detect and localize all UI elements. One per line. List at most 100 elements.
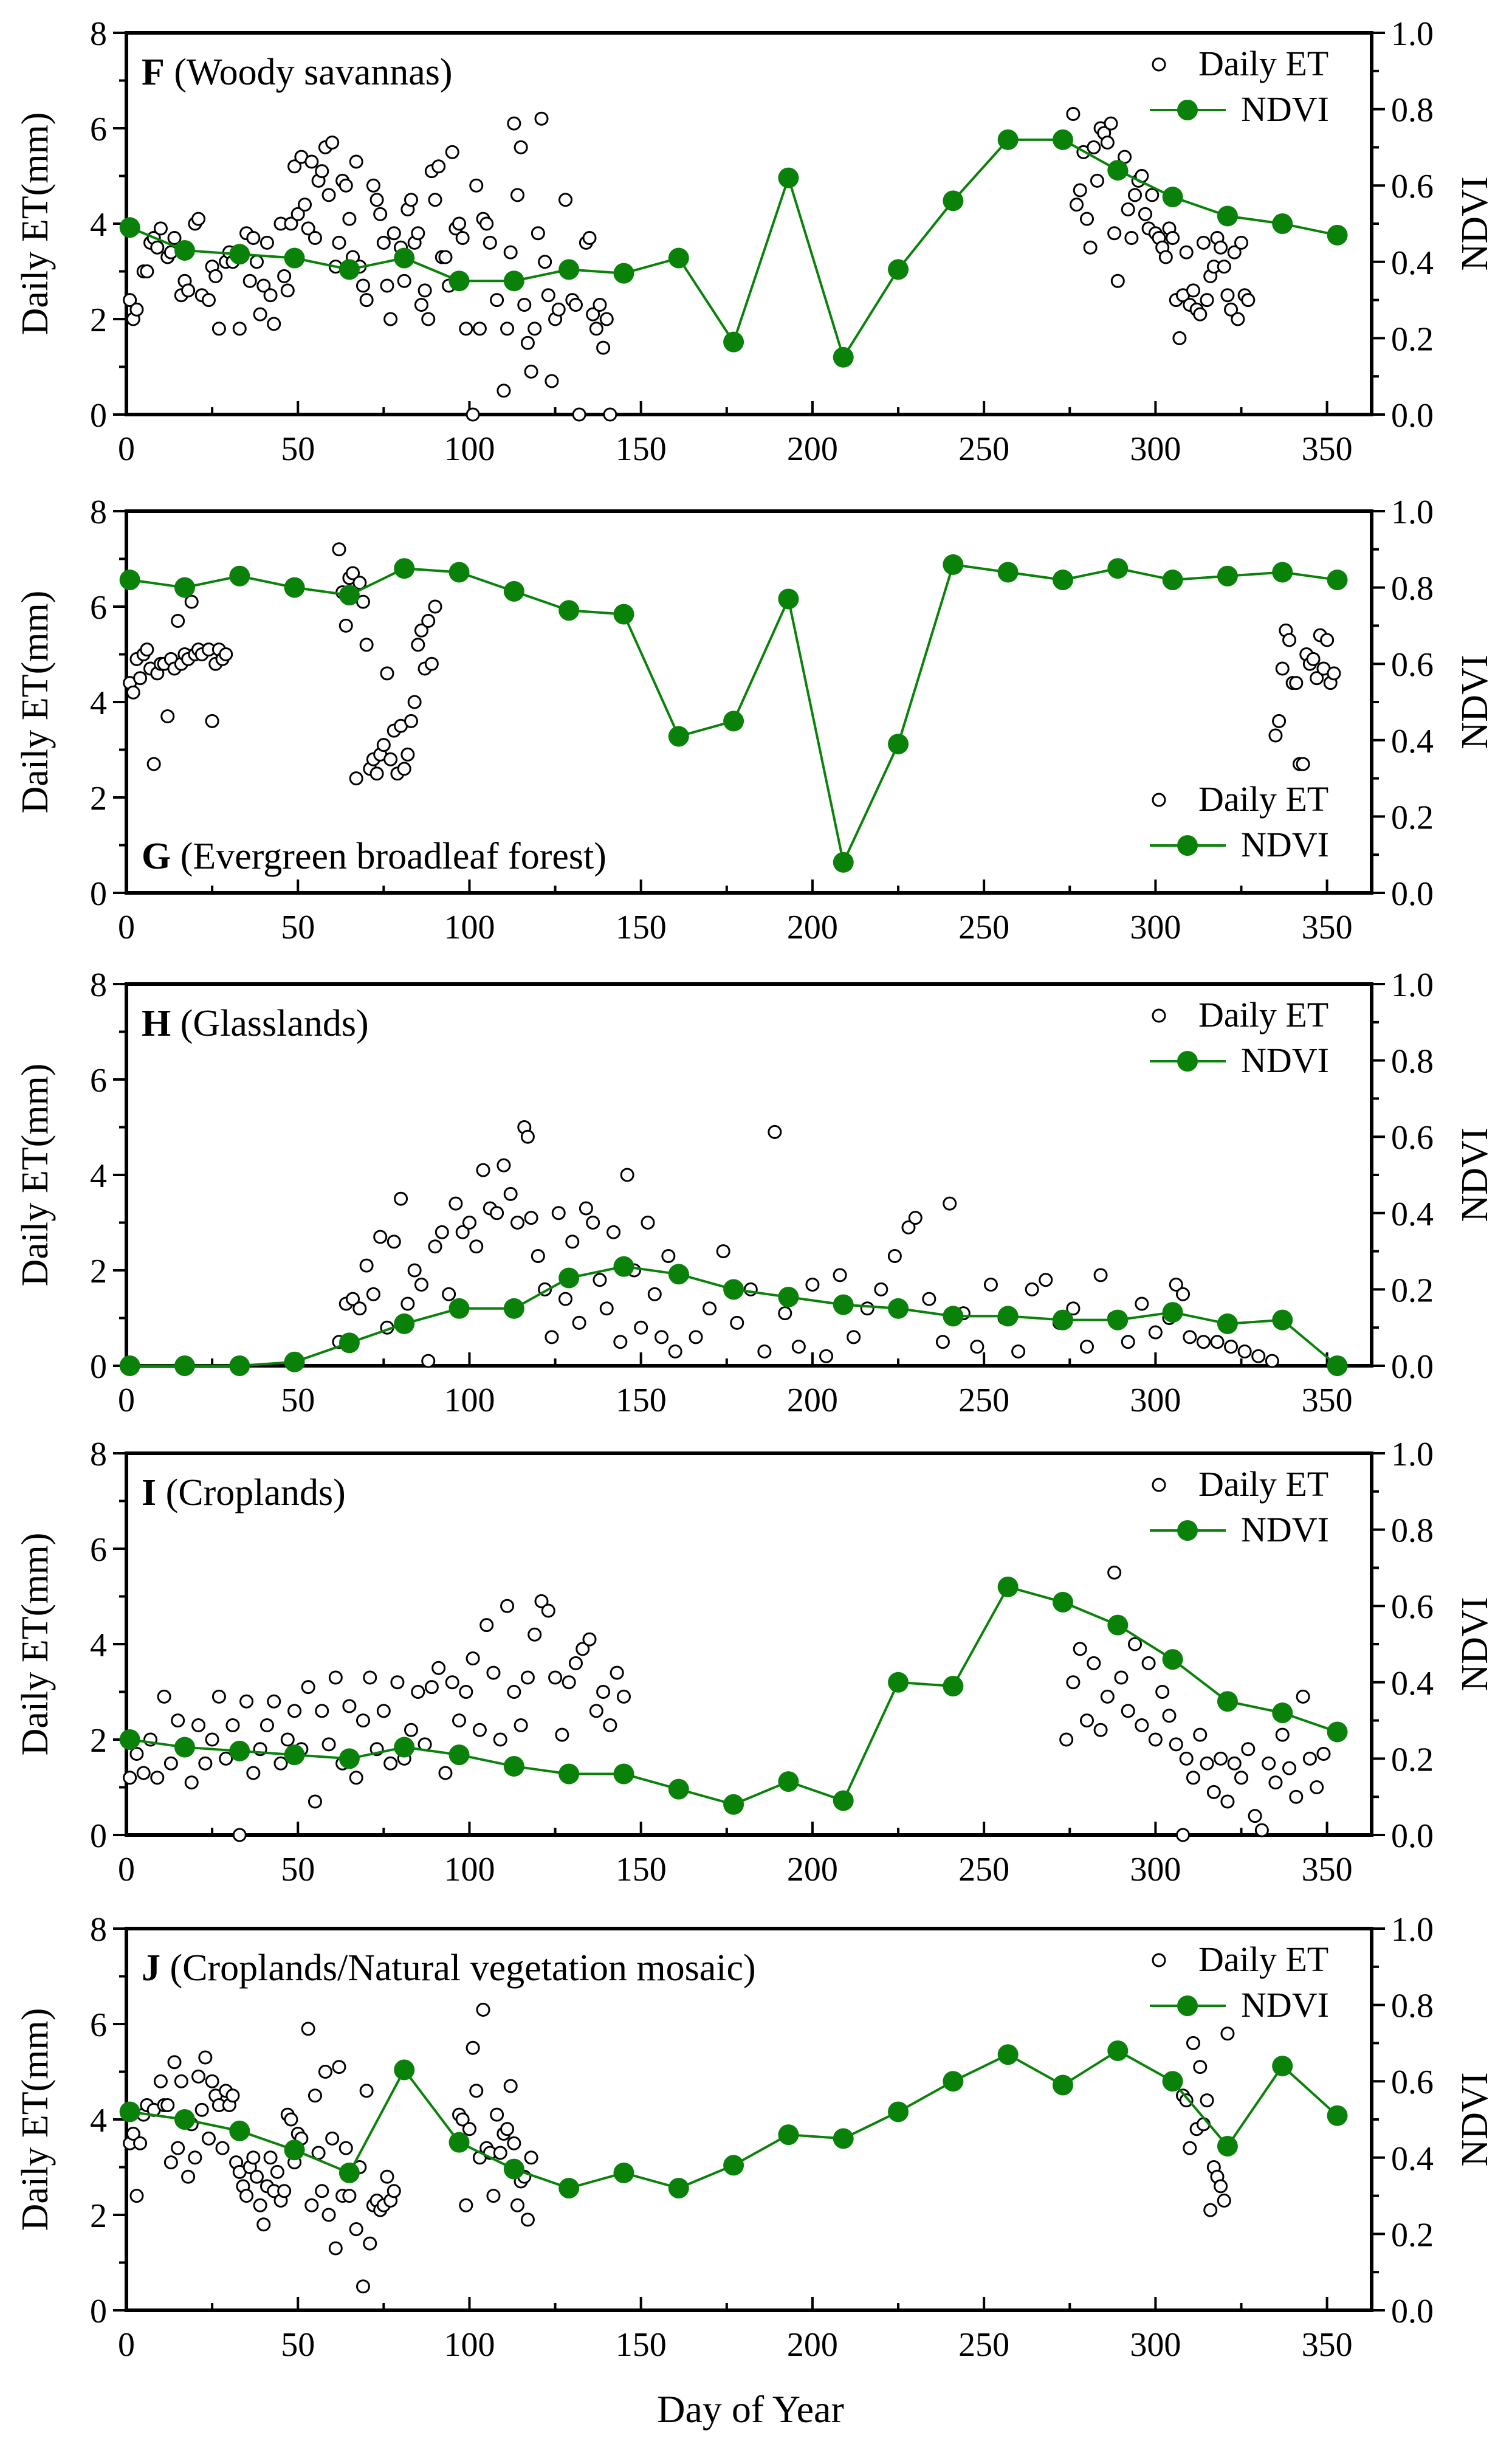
daily-et-point bbox=[363, 2236, 377, 2251]
y-right-axis-label: NDVI bbox=[1454, 655, 1496, 749]
daily-et-point bbox=[407, 1263, 422, 1278]
daily-et-point bbox=[346, 1292, 360, 1306]
panels: 0 50 100 150 200 250 300 350024680.00.20.40.60.… bbox=[15, 15, 1496, 2364]
daily-et-point bbox=[620, 1168, 634, 1182]
ndvi-point bbox=[833, 1294, 854, 1315]
daily-et-point bbox=[380, 278, 394, 293]
x-tick-label: 350 bbox=[1302, 909, 1353, 946]
daily-et-point bbox=[510, 2198, 524, 2212]
daily-et-point bbox=[1254, 1823, 1269, 1837]
daily-et-point bbox=[421, 1354, 436, 1368]
legend-daily-et-label: Daily ET bbox=[1198, 44, 1328, 83]
ndvi-point bbox=[229, 565, 250, 587]
daily-et-point bbox=[205, 1732, 219, 1747]
daily-et-point bbox=[404, 193, 419, 207]
y-left-tick-label: 6 bbox=[90, 1062, 107, 1100]
daily-et-point bbox=[428, 599, 442, 614]
daily-et-point bbox=[1234, 235, 1249, 250]
daily-et-point bbox=[1268, 728, 1283, 743]
daily-et-point bbox=[225, 2088, 240, 2103]
daily-et-point bbox=[332, 2060, 346, 2074]
daily-et-point bbox=[267, 317, 281, 331]
daily-et-point bbox=[493, 1732, 507, 1747]
daily-et-point bbox=[1073, 1642, 1087, 1656]
panel-j: 0 50 100 150 200 250 300 350 0 2 4 6 8 0.0 0.2 0.4 0.6 0.… bbox=[15, 1911, 1496, 2364]
ndvi-point bbox=[778, 2124, 799, 2146]
y-left-tick-label: 0 bbox=[90, 1348, 107, 1386]
panel-title: J (Croplands/Natural vegetation mosaic) bbox=[142, 1947, 756, 1989]
y-left-tick-label: 2 bbox=[90, 1253, 107, 1290]
y-right-axis-label: NDVI bbox=[1454, 1597, 1496, 1692]
daily-et-point bbox=[249, 255, 264, 269]
ndvi-point bbox=[833, 1790, 854, 1811]
daily-et-point bbox=[459, 1685, 473, 1699]
ndvi-point bbox=[448, 2132, 470, 2153]
ndvi-point bbox=[284, 1744, 305, 1766]
daily-et-point bbox=[466, 1651, 480, 1666]
daily-et-point bbox=[304, 154, 319, 169]
daily-et-point bbox=[1224, 302, 1239, 317]
daily-et-point bbox=[1217, 2193, 1231, 2208]
daily-et-point bbox=[613, 1335, 628, 1349]
ndvi-point bbox=[558, 1763, 580, 1785]
x-tick-label: 0 bbox=[118, 909, 135, 946]
x-tick-label: 300 bbox=[1130, 1851, 1181, 1888]
legend: Daily ET NDVI bbox=[1150, 1940, 1329, 2025]
x-tick-label: 0 bbox=[118, 1851, 135, 1888]
legend-ndvi-marker bbox=[1177, 1051, 1198, 1072]
ndvi-point bbox=[1052, 1591, 1073, 1613]
daily-et-point bbox=[287, 1704, 302, 1718]
ndvi-point bbox=[668, 2178, 689, 2199]
daily-et-point bbox=[366, 178, 380, 193]
daily-et-point bbox=[483, 235, 497, 250]
daily-et-point bbox=[586, 307, 600, 322]
daily-et-point bbox=[452, 216, 467, 231]
daily-et-point bbox=[171, 1713, 185, 1728]
daily-et-point bbox=[267, 1694, 281, 1709]
daily-et-point bbox=[1196, 1335, 1211, 1349]
daily-et-point bbox=[1217, 260, 1231, 274]
daily-et-point bbox=[366, 1287, 380, 1301]
daily-et-point bbox=[1193, 2060, 1208, 2074]
daily-et-point bbox=[1206, 1785, 1221, 1799]
ndvi-point bbox=[1162, 570, 1183, 591]
ndvi-point bbox=[174, 1737, 195, 1758]
daily-et-point bbox=[1179, 1751, 1194, 1766]
ndvi-point bbox=[394, 1313, 415, 1334]
ndvi-point bbox=[284, 247, 305, 269]
daily-et-point bbox=[315, 1704, 329, 1718]
daily-et-point bbox=[486, 1665, 501, 1680]
y-right-tick-label: 0.8 bbox=[1391, 1043, 1434, 1081]
ndvi-point bbox=[119, 1355, 140, 1376]
x-tick-label: 50 bbox=[281, 1382, 315, 1419]
x-tick-label: 100 bbox=[444, 1382, 495, 1419]
daily-et-point bbox=[383, 312, 398, 326]
daily-et-point bbox=[421, 312, 436, 326]
ndvi-point bbox=[888, 734, 909, 755]
legend-daily-et-label: Daily ET bbox=[1198, 1464, 1328, 1504]
x-tick-label: 150 bbox=[616, 909, 667, 946]
legend-daily-et-label: Daily ET bbox=[1198, 779, 1328, 819]
ndvi-point bbox=[448, 1744, 470, 1766]
y-right-tick-label: 0.8 bbox=[1391, 570, 1434, 608]
legend-daily-et-marker bbox=[1152, 1478, 1166, 1492]
daily-et-point bbox=[438, 1766, 453, 1780]
x-tick-label: 100 bbox=[444, 1851, 495, 1888]
ndvi-point bbox=[338, 1748, 360, 1769]
y-right-tick-label: 0.8 bbox=[1391, 92, 1434, 129]
y-right-axis-label: NDVI bbox=[1454, 1128, 1496, 1222]
daily-et-point bbox=[123, 293, 137, 308]
daily-et-point bbox=[469, 178, 484, 193]
daily-et-point bbox=[1200, 293, 1214, 308]
ndvi-point bbox=[1327, 2105, 1348, 2126]
daily-et-point bbox=[321, 188, 336, 202]
x-tick-label: 0 bbox=[118, 1382, 135, 1419]
x-tick-label: 250 bbox=[958, 430, 1009, 468]
daily-et-point bbox=[298, 198, 312, 212]
daily-et-point bbox=[163, 2155, 178, 2170]
y-right-axis-label: NDVI bbox=[1454, 177, 1496, 271]
ndvi-point bbox=[503, 1298, 524, 1319]
daily-et-point bbox=[301, 221, 315, 236]
daily-et-point bbox=[246, 2150, 261, 2165]
daily-et-point bbox=[321, 1737, 336, 1752]
